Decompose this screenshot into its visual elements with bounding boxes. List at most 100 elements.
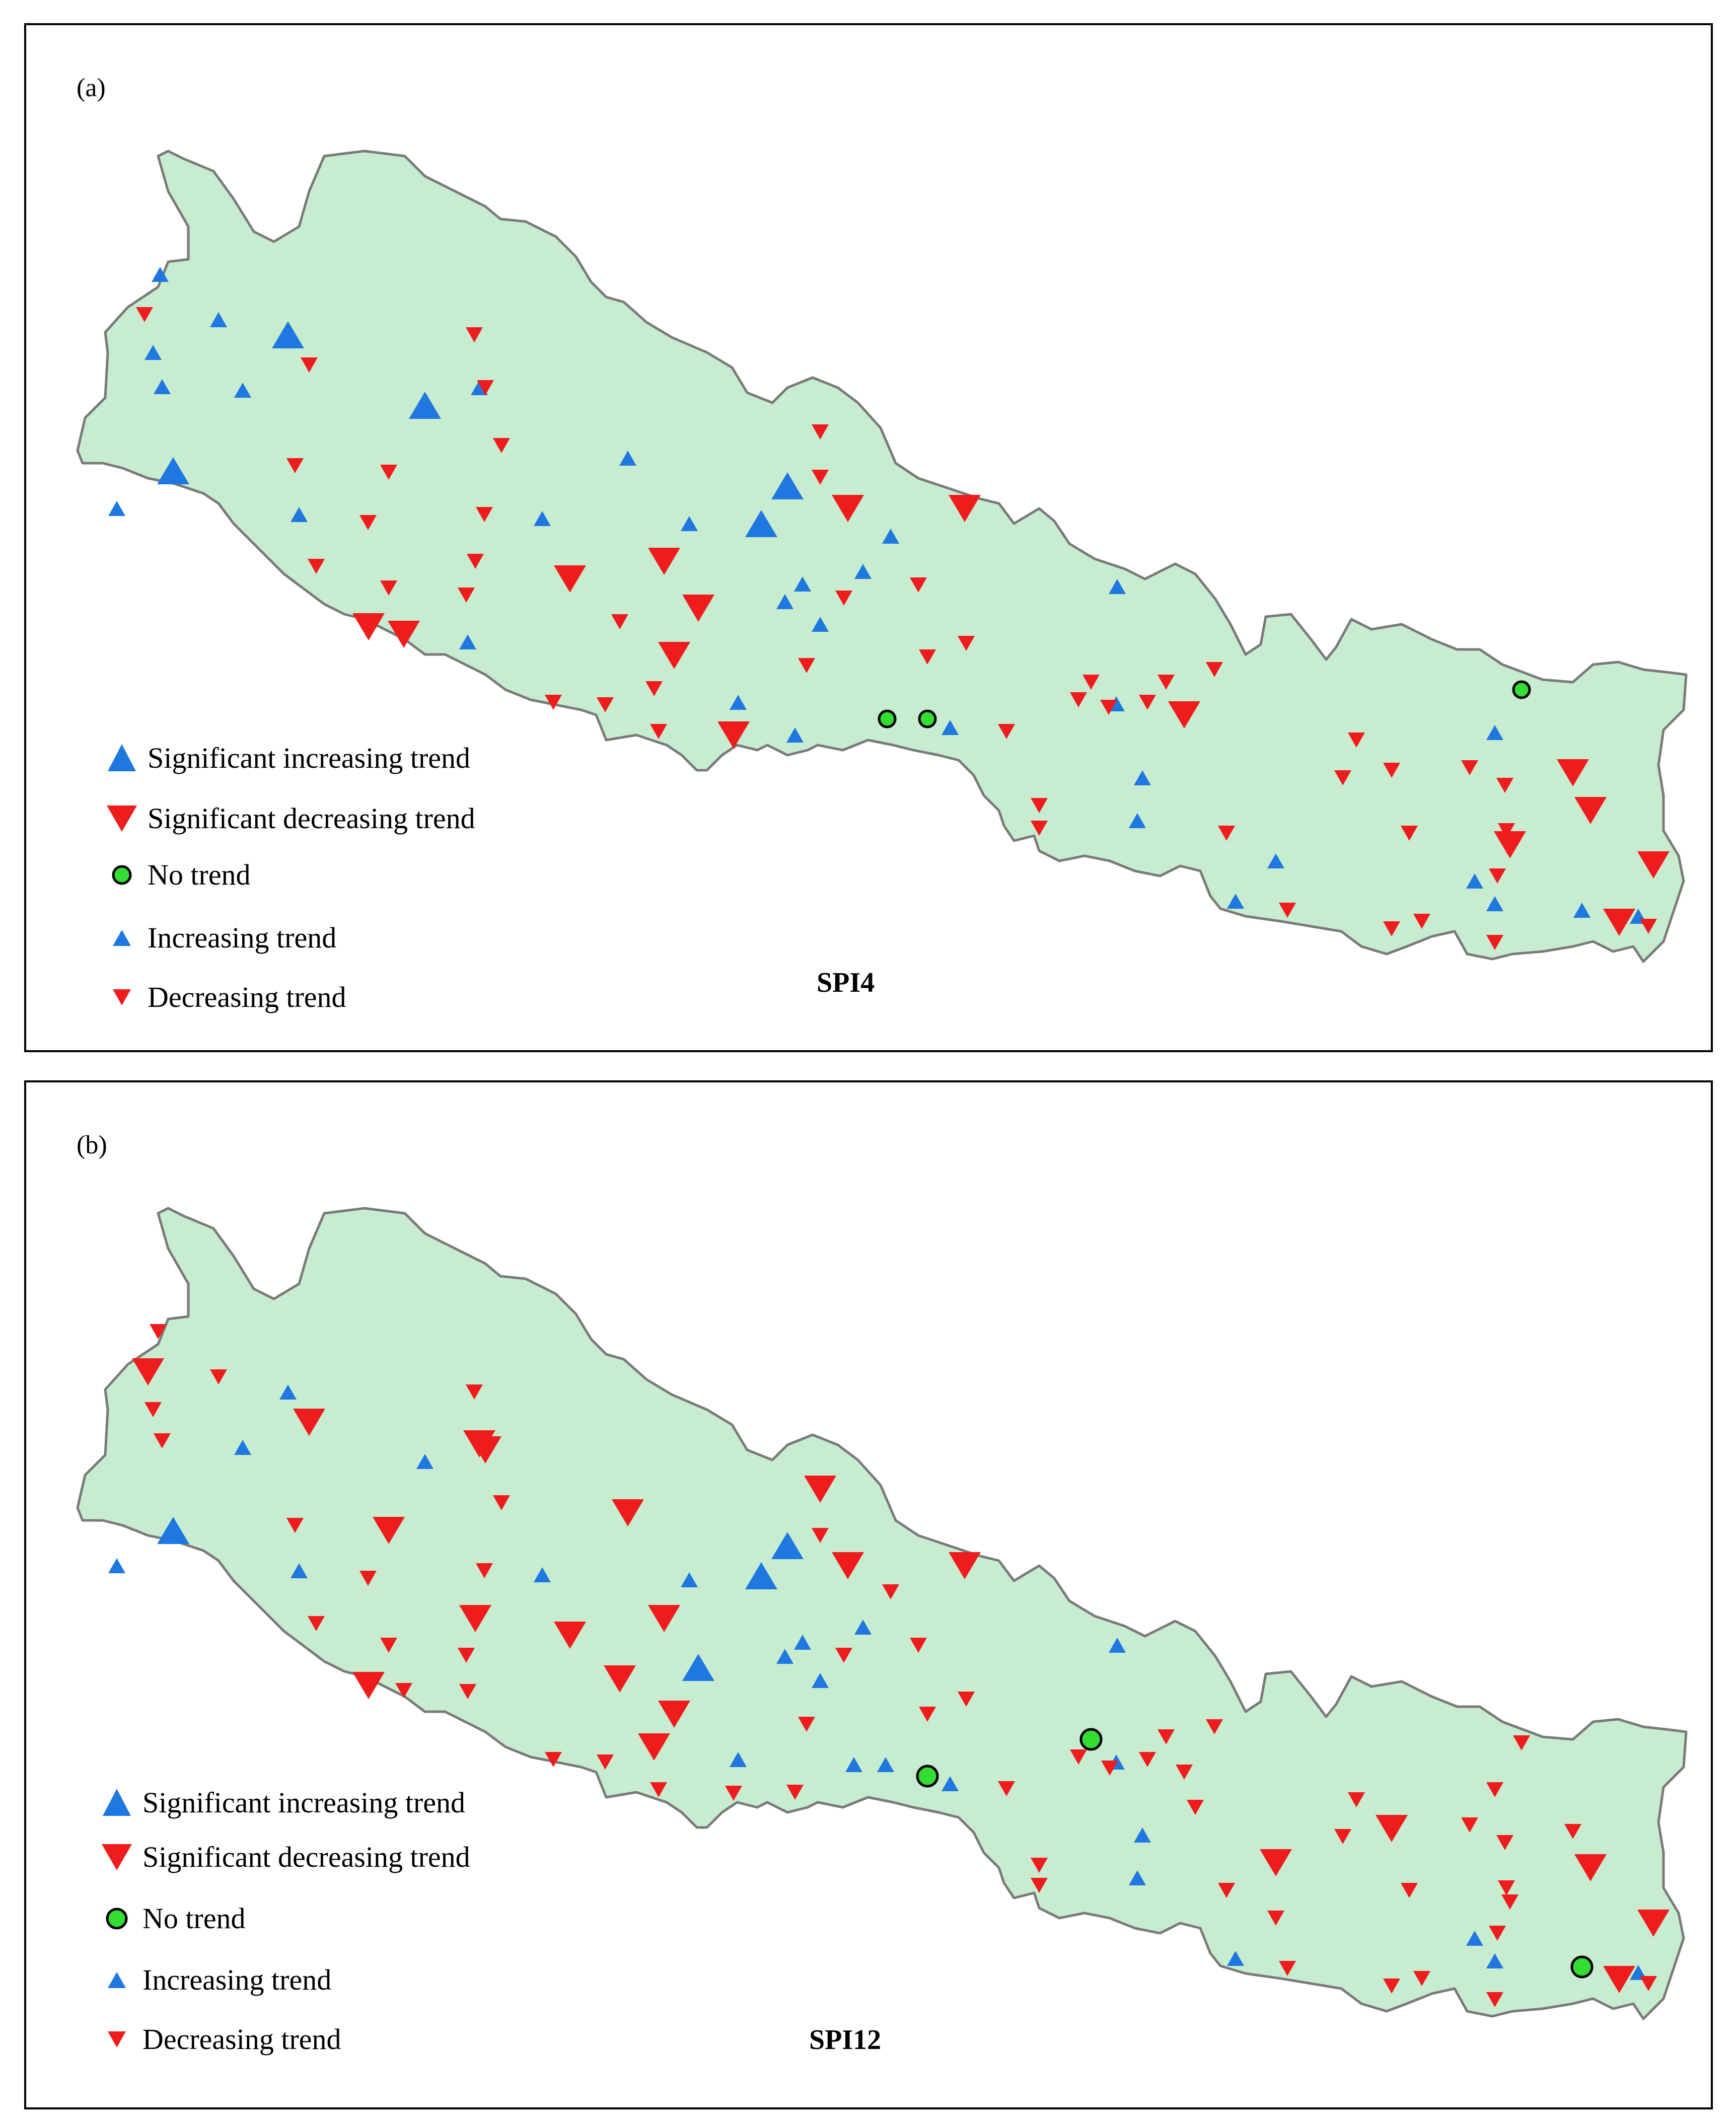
decreasing-marker — [611, 614, 628, 629]
increasing-marker — [794, 1635, 811, 1650]
decreasing-marker — [459, 1684, 476, 1699]
increasing-marker — [812, 617, 829, 632]
increasing-marker — [1466, 873, 1483, 889]
decreasing-marker — [1348, 1792, 1365, 1807]
sig-decreasing-marker — [648, 1605, 680, 1632]
decreasing-marker — [798, 1717, 815, 1732]
increasing-marker — [619, 451, 636, 466]
decreasing-marker — [458, 588, 475, 603]
panel-label-b: (b) — [77, 1131, 107, 1159]
no-trend-marker — [918, 709, 937, 728]
legend-item-no-trend: No trend — [99, 857, 251, 892]
decreasing-marker — [286, 458, 304, 473]
legend-item-inc: Increasing trend — [99, 920, 336, 955]
decreasing-marker — [650, 724, 667, 739]
sig-decreasing-marker — [949, 495, 981, 522]
decreasing-marker — [725, 1786, 742, 1801]
decreasing-marker — [1489, 868, 1506, 884]
sig-increasing-marker — [272, 321, 304, 348]
increasing-marker — [1109, 579, 1126, 594]
decreasing-marker — [1031, 821, 1048, 836]
increasing-marker — [534, 1567, 551, 1582]
increasing-marker — [1573, 903, 1590, 918]
nepal-outline — [76, 1207, 1688, 2020]
inc-triangle-icon — [99, 920, 144, 955]
sig-increasing-marker — [745, 1562, 777, 1589]
decreasing-marker — [1139, 1752, 1156, 1767]
legend-item-inc: Increasing trend — [94, 1962, 331, 1997]
decreasing-marker — [1082, 675, 1100, 690]
decreasing-marker — [1070, 692, 1087, 707]
decreasing-marker — [395, 1683, 412, 1698]
sig-decreasing-marker — [832, 495, 864, 522]
sig-increasing-marker — [157, 457, 189, 484]
sig-decreasing-marker — [1637, 851, 1670, 879]
no-trend-circle-icon — [94, 1900, 139, 1936]
decreasing-marker — [545, 1752, 562, 1767]
sig-decreasing-marker — [1574, 1854, 1607, 1881]
decreasing-marker — [1640, 919, 1657, 934]
sig-decreasing-marker — [1376, 1815, 1408, 1842]
decreasing-marker — [998, 1781, 1015, 1796]
increasing-marker — [108, 501, 125, 516]
decreasing-marker — [1401, 1883, 1418, 1898]
decreasing-marker — [1031, 798, 1048, 813]
decreasing-marker — [1501, 1894, 1518, 1910]
increasing-marker — [942, 720, 959, 735]
legend-label: Significant decreasing trend — [148, 801, 475, 835]
increasing-marker — [1129, 813, 1146, 828]
legend-label: Increasing trend — [148, 921, 337, 954]
increasing-marker — [1486, 1953, 1503, 1968]
increasing-marker — [1129, 1870, 1146, 1885]
sig-decreasing-marker — [658, 642, 690, 669]
increasing-marker — [854, 564, 872, 579]
decreasing-marker — [466, 1384, 483, 1400]
decreasing-marker — [1496, 1835, 1513, 1850]
increasing-marker — [681, 516, 698, 531]
decreasing-marker — [645, 681, 663, 696]
sig-inc-triangle-icon — [94, 1785, 139, 1820]
sig-decreasing-marker — [1637, 1910, 1670, 1937]
sig-decreasing-marker — [832, 1552, 864, 1579]
legend-item-no-trend: No trend — [94, 1900, 246, 1936]
decreasing-marker — [1413, 1971, 1430, 1986]
panel-label-a: (a) — [77, 74, 106, 102]
legend-item-sig-inc: Significant increasing trend — [99, 740, 470, 775]
increasing-marker — [291, 1563, 308, 1578]
sig-increasing-marker — [409, 392, 441, 419]
decreasing-marker — [493, 1495, 510, 1510]
sig-decreasing-marker — [1260, 1849, 1292, 1876]
legend-label: Decreasing trend — [148, 980, 346, 1013]
no-trend-marker — [1512, 680, 1531, 699]
increasing-marker — [1466, 1931, 1483, 1946]
decreasing-marker — [359, 1571, 377, 1586]
decreasing-marker — [466, 327, 483, 342]
decreasing-marker — [597, 697, 614, 712]
map-panel-b: (b) Significant increasing trend Signifi… — [24, 1080, 1713, 2109]
increasing-marker — [786, 727, 804, 743]
decreasing-marker — [835, 1648, 852, 1663]
sig-decreasing-marker — [293, 1409, 325, 1436]
sig-decreasing-marker — [1603, 1966, 1635, 1993]
increasing-marker — [152, 267, 169, 282]
sig-decreasing-marker — [459, 1605, 491, 1632]
decreasing-marker — [650, 1782, 667, 1797]
decreasing-marker — [1176, 1765, 1193, 1780]
decreasing-marker — [308, 1616, 325, 1631]
sig-decreasing-marker — [949, 1552, 981, 1579]
decreasing-marker — [798, 658, 815, 673]
decreasing-marker — [301, 357, 318, 373]
decreasing-marker — [380, 1638, 397, 1653]
sig-decreasing-marker — [554, 1622, 586, 1649]
increasing-marker — [1267, 853, 1284, 868]
index-name-a: SPI4 — [817, 967, 875, 998]
decreasing-marker — [1267, 1911, 1284, 1926]
decreasing-marker — [919, 649, 936, 665]
no-trend-marker — [916, 1765, 939, 1788]
sig-dec-triangle-icon — [99, 800, 144, 836]
decreasing-marker — [1461, 760, 1478, 775]
sig-decreasing-marker — [1574, 797, 1607, 824]
decreasing-marker — [1218, 1883, 1235, 1898]
nepal-map-b — [76, 1207, 1688, 2020]
increasing-marker — [1134, 1827, 1151, 1843]
